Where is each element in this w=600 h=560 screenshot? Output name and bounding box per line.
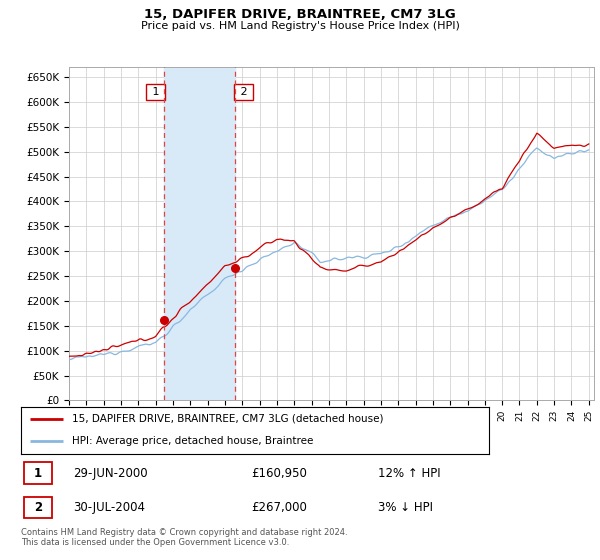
Text: 2: 2 — [34, 501, 42, 514]
FancyBboxPatch shape — [24, 463, 52, 484]
Text: £160,950: £160,950 — [251, 466, 307, 479]
Text: 12% ↑ HPI: 12% ↑ HPI — [378, 466, 441, 479]
Text: 15, DAPIFER DRIVE, BRAINTREE, CM7 3LG (detached house): 15, DAPIFER DRIVE, BRAINTREE, CM7 3LG (d… — [73, 414, 384, 424]
Text: Contains HM Land Registry data © Crown copyright and database right 2024.
This d: Contains HM Land Registry data © Crown c… — [21, 528, 347, 547]
Text: 30-JUL-2004: 30-JUL-2004 — [73, 501, 145, 514]
Text: 29-JUN-2000: 29-JUN-2000 — [73, 466, 148, 479]
Text: 3% ↓ HPI: 3% ↓ HPI — [378, 501, 433, 514]
FancyBboxPatch shape — [24, 497, 52, 519]
Text: 2: 2 — [236, 87, 251, 97]
Text: 15, DAPIFER DRIVE, BRAINTREE, CM7 3LG: 15, DAPIFER DRIVE, BRAINTREE, CM7 3LG — [144, 8, 456, 21]
Text: 1: 1 — [149, 87, 163, 97]
Text: Price paid vs. HM Land Registry's House Price Index (HPI): Price paid vs. HM Land Registry's House … — [140, 21, 460, 31]
Text: HPI: Average price, detached house, Braintree: HPI: Average price, detached house, Brai… — [73, 436, 314, 446]
Text: £267,000: £267,000 — [251, 501, 307, 514]
Text: 1: 1 — [34, 466, 42, 479]
